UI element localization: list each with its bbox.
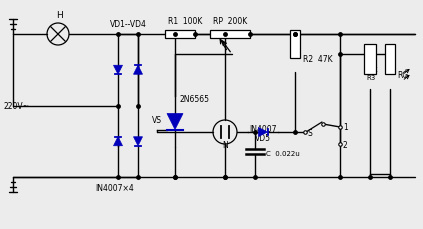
Text: RP  200K: RP 200K	[213, 17, 247, 26]
Polygon shape	[134, 137, 143, 146]
Polygon shape	[167, 114, 183, 130]
Bar	[165, 31, 195, 39]
Polygon shape	[134, 66, 143, 75]
Text: RG: RG	[397, 70, 408, 79]
Text: 2: 2	[343, 140, 348, 149]
Text: VD1--VD4: VD1--VD4	[110, 20, 146, 29]
Text: R2  47K: R2 47K	[303, 54, 332, 63]
Polygon shape	[258, 128, 267, 137]
Text: IN4007×4: IN4007×4	[95, 183, 134, 192]
Text: R1  100K: R1 100K	[168, 17, 202, 26]
Text: IN4007: IN4007	[249, 124, 277, 134]
Text: R3: R3	[366, 75, 376, 81]
Text: S: S	[307, 128, 312, 137]
Bar	[385, 45, 395, 75]
Text: 1: 1	[343, 123, 348, 132]
Polygon shape	[113, 137, 123, 146]
Text: 220V~: 220V~	[3, 101, 29, 111]
Text: VD5: VD5	[255, 134, 271, 142]
Text: C  0.022u: C 0.022u	[266, 151, 300, 157]
Polygon shape	[113, 66, 123, 75]
Text: H: H	[56, 11, 62, 20]
Bar	[290, 31, 300, 59]
Bar	[210, 31, 250, 39]
Text: VS: VS	[152, 115, 162, 124]
Text: 10K: 10K	[364, 67, 378, 73]
Text: N: N	[222, 140, 228, 149]
Bar	[364, 45, 376, 75]
Text: 2N6565: 2N6565	[180, 94, 210, 103]
